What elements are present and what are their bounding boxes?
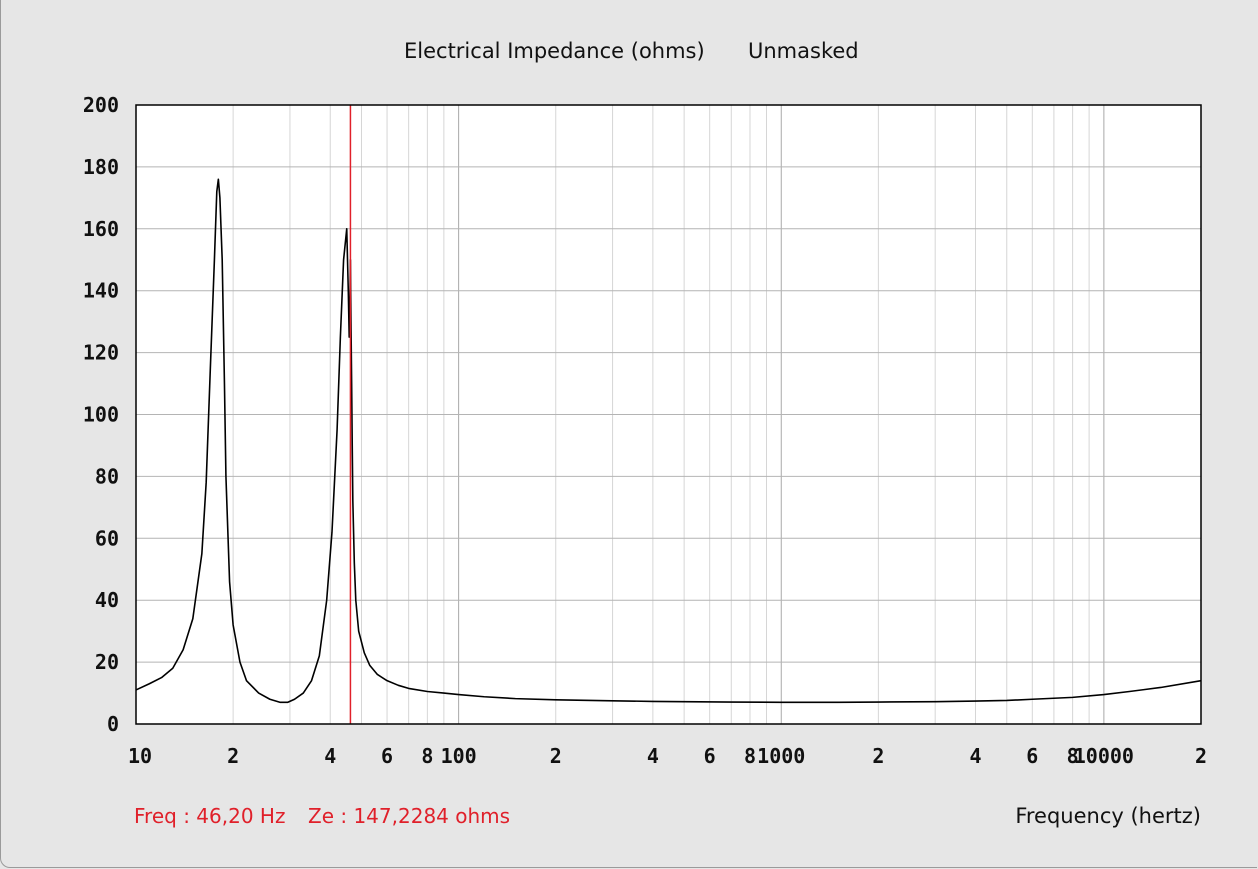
y-tick-label: 60 xyxy=(95,526,119,550)
freq-readout: Freq : 46,20 Hz xyxy=(134,804,286,828)
plot-frame xyxy=(135,104,1202,725)
x-tick-label: 6 xyxy=(704,744,716,768)
y-tick-label: 180 xyxy=(83,155,119,179)
x-tick-label: 8 xyxy=(421,744,433,768)
x-axis-label: Frequency (hertz) xyxy=(1015,804,1201,828)
y-tick-label: 0 xyxy=(107,712,119,736)
grid-lines xyxy=(136,105,1201,724)
x-tick-label: 2 xyxy=(550,744,562,768)
chart-mode-label: Unmasked xyxy=(748,39,859,63)
x-tick-label: 8 xyxy=(1067,744,1079,768)
x-tick-label: 6 xyxy=(1026,744,1038,768)
x-tick-label: 2 xyxy=(227,744,239,768)
x-tick-label: 2 xyxy=(1195,744,1207,768)
y-tick-label: 140 xyxy=(83,279,119,303)
x-tick-label: 10000 xyxy=(1074,744,1134,768)
y-tick-label: 100 xyxy=(83,403,119,427)
y-tick-label: 200 xyxy=(83,93,119,117)
x-tick-label: 8 xyxy=(744,744,756,768)
chart-title: Electrical Impedance (ohms) xyxy=(404,39,705,63)
x-tick-label: 4 xyxy=(647,744,659,768)
y-axis-ticks: 0 20 40 60 80 100 120 140 160 180 200 xyxy=(83,93,119,736)
x-tick-label: 4 xyxy=(324,744,336,768)
y-tick-label: 20 xyxy=(95,650,119,674)
y-tick-label: 40 xyxy=(95,588,119,612)
x-tick-label: 1000 xyxy=(757,744,805,768)
x-tick-label: 4 xyxy=(969,744,981,768)
impedance-readout: Ze : 147,2284 ohms xyxy=(308,804,511,828)
x-tick-label: 10 xyxy=(128,744,152,768)
y-tick-label: 160 xyxy=(83,217,119,241)
x-tick-label: 2 xyxy=(872,744,884,768)
y-tick-label: 120 xyxy=(83,341,119,365)
x-tick-label: 6 xyxy=(381,744,393,768)
x-tick-label: 100 xyxy=(441,744,477,768)
y-tick-label: 80 xyxy=(95,464,119,488)
